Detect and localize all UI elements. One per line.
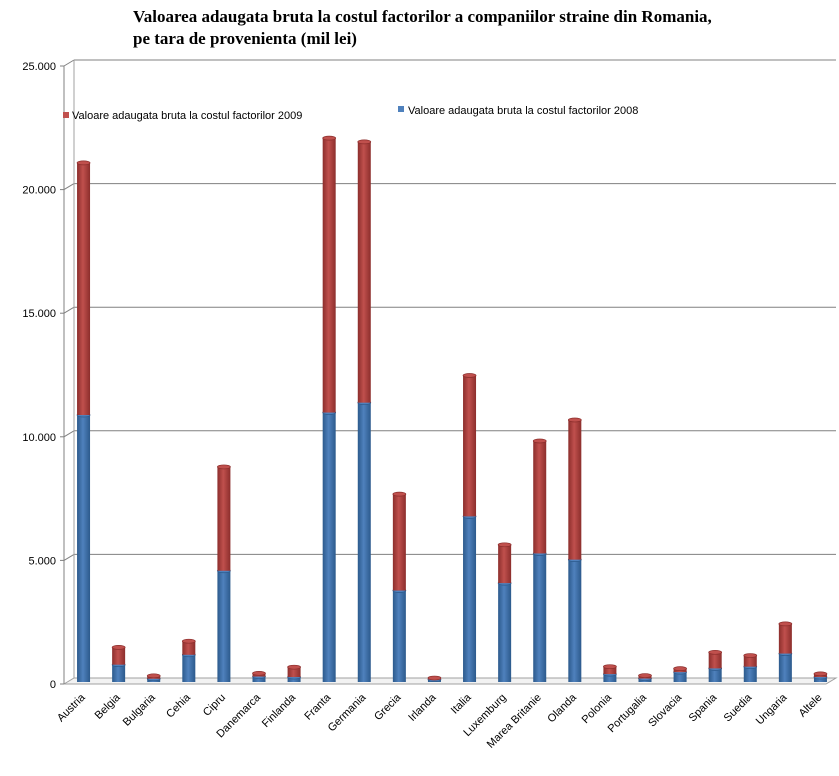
bar-2008-4 — [217, 568, 231, 682]
gridline-diag — [63, 430, 75, 438]
bar-2008-0 — [76, 412, 91, 682]
x-tick-label: Belgia — [93, 691, 124, 722]
bar-2009-7 — [322, 135, 337, 413]
legend-label-2008: Valoare adaugata bruta la costul factori… — [408, 105, 638, 117]
bar-2009-8 — [357, 139, 372, 403]
gridline-diag — [63, 553, 75, 561]
x-tick-label: Bulgaria — [121, 691, 159, 729]
bar-2008-9 — [392, 588, 407, 682]
bar-2009-2 — [146, 673, 161, 679]
y-tick-label: 0 — [50, 679, 56, 691]
x-tick-label: Spania — [687, 691, 720, 724]
legend-label-2009: Valoare adaugata bruta la costul factori… — [72, 110, 302, 122]
legend: Valoare adaugata bruta la costul factori… — [63, 105, 638, 122]
bar-2008-18 — [708, 666, 723, 682]
chart-title-line-2: pe tara de provenienta (mil lei) — [133, 29, 357, 48]
bar-2009-4 — [217, 464, 231, 571]
y-tick-label: 15.000 — [22, 308, 56, 320]
x-tick-label: Altele — [797, 692, 825, 720]
x-tick-label: Ungaria — [754, 691, 790, 727]
bar-2009-18 — [708, 649, 723, 669]
bar-2009-16 — [638, 673, 652, 679]
x-tick-label: Grecia — [372, 691, 404, 723]
gridline-diag — [63, 183, 75, 191]
legend-swatch-2008 — [398, 106, 404, 112]
bar-2009-9 — [392, 491, 407, 591]
bars — [76, 135, 828, 682]
bar-2009-5 — [252, 670, 266, 677]
gridline-diag — [63, 306, 75, 314]
x-tick-label: Polonia — [580, 691, 615, 726]
chart-title-line-1: Valoarea adaugata bruta la costul factor… — [133, 7, 712, 26]
bar-2009-19 — [743, 653, 758, 667]
bar-2008-12 — [497, 580, 512, 682]
bar-2008-3 — [181, 652, 196, 682]
y-tick-label: 20.000 — [22, 185, 56, 197]
x-tick-label: Cipru — [201, 692, 228, 719]
bar-2008-1 — [111, 662, 126, 682]
x-tick-label: Finlanda — [260, 691, 299, 730]
bar-2009-0 — [76, 160, 91, 416]
x-tick-label: Irlanda — [406, 691, 439, 724]
x-tick-label: Cehia — [164, 691, 193, 720]
bar-2009-3 — [181, 638, 196, 655]
x-tick-label: Suedia — [722, 691, 755, 724]
bar-2008-8 — [357, 400, 372, 682]
y-tick-labels: 0 5.000 10.000 15.000 20.000 25.000 — [22, 61, 56, 691]
x-tick-label: Slovacia — [646, 691, 685, 730]
axes — [60, 60, 838, 685]
bar-2008-11 — [462, 514, 477, 682]
x-tick-label: Austria — [55, 691, 88, 724]
bar-2009-15 — [603, 664, 617, 675]
y-tick-label: 10.000 — [22, 432, 56, 444]
x-tick-label: Portugalia — [606, 691, 650, 735]
bar-2009-10 — [427, 675, 442, 681]
bar-2008-20 — [778, 651, 793, 682]
bar-2009-13 — [532, 438, 547, 554]
bar-2009-14 — [567, 417, 582, 560]
bar-2008-7 — [322, 410, 337, 682]
bar-2009-17 — [673, 666, 687, 673]
bar-2009-20 — [778, 621, 793, 654]
x-tick-label: Franta — [302, 691, 334, 723]
bar-2009-21 — [813, 671, 828, 678]
bar-2008-14 — [567, 557, 582, 682]
chart-title: Valoarea adaugata bruta la costul factor… — [133, 6, 833, 50]
bar-2009-6 — [287, 664, 301, 678]
bar-2009-11 — [462, 373, 477, 517]
bar-2008-13 — [532, 551, 547, 682]
bar-2008-19 — [743, 664, 758, 682]
bar-2009-1 — [111, 645, 126, 665]
y-tick-label: 5.000 — [28, 555, 56, 567]
gridlines — [63, 59, 836, 561]
bar-2009-12 — [497, 542, 512, 584]
x-tick-label: Germania — [326, 691, 369, 734]
gridline-diag — [63, 59, 75, 67]
x-tick-label: Olanda — [545, 691, 579, 725]
y-tick-label: 25.000 — [22, 61, 56, 73]
x-tick-label: Italia — [449, 691, 475, 717]
legend-swatch-2009 — [63, 112, 69, 118]
